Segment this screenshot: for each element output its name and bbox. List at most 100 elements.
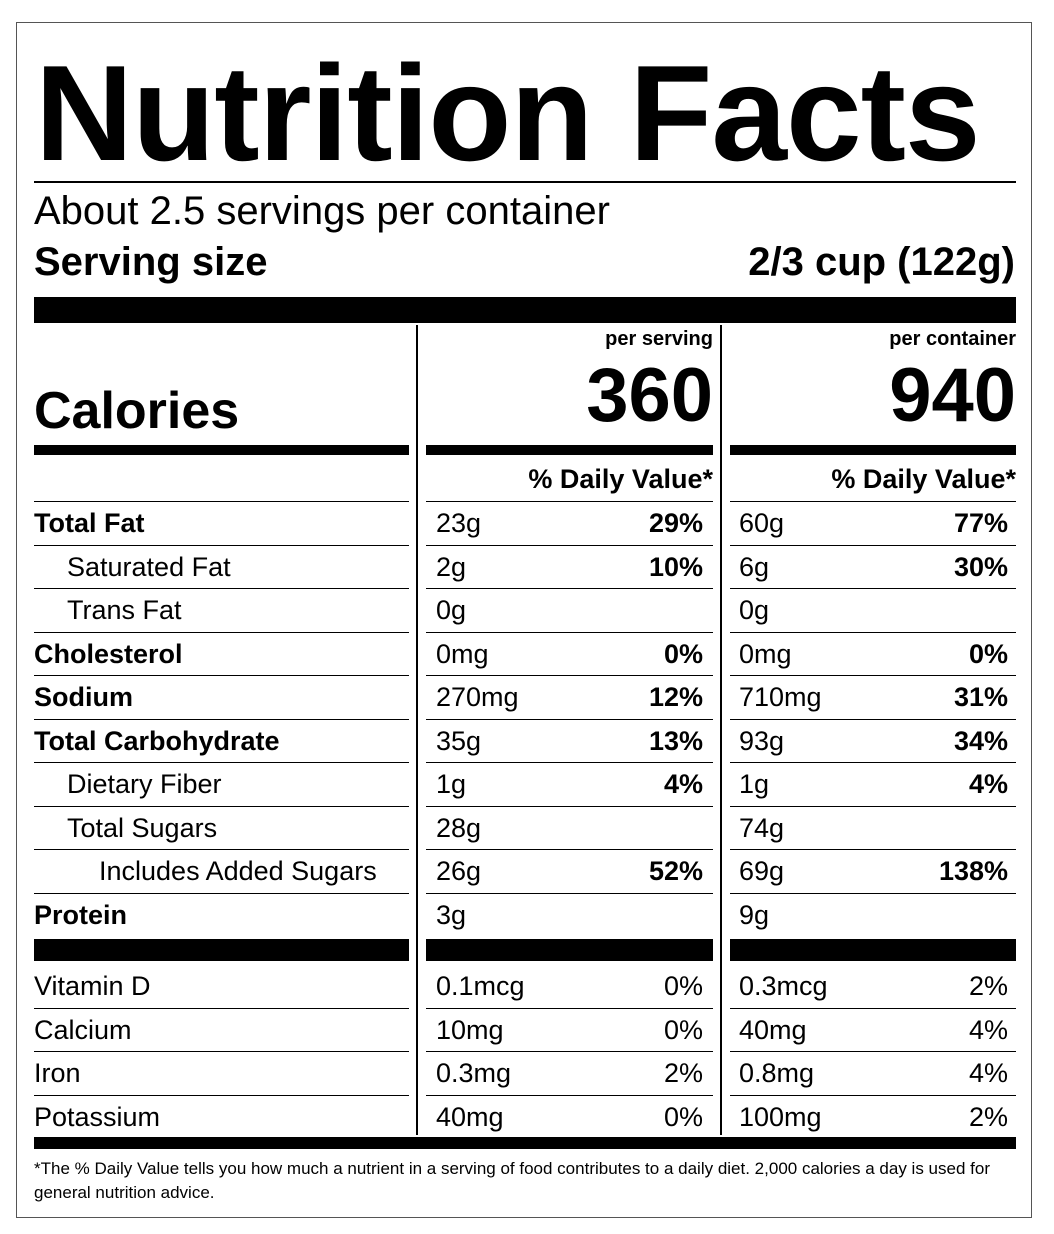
container-amount: 0.8mg bbox=[739, 1058, 815, 1088]
row-divider bbox=[34, 892, 409, 894]
container-amount: 0.3mcg bbox=[739, 971, 828, 1001]
daily-value-header: % Daily Value* bbox=[528, 464, 713, 494]
row-divider bbox=[426, 501, 713, 502]
row-divider bbox=[426, 675, 713, 676]
serving-daily-value: 10% bbox=[648, 551, 703, 582]
serving-amount: 2g bbox=[436, 551, 467, 582]
nutrient-name: Calcium bbox=[34, 1014, 132, 1045]
serving-amount: 26g bbox=[436, 856, 482, 886]
calories-per-serving: 360 bbox=[586, 353, 713, 438]
thick-divider bbox=[730, 939, 1016, 961]
serving-daily-value: 13% bbox=[648, 725, 703, 756]
row-divider bbox=[426, 1094, 713, 1096]
footnote: *The % Daily Value tells you how much a … bbox=[34, 1159, 990, 1202]
row-divider bbox=[34, 1094, 409, 1096]
calories-divider bbox=[34, 445, 409, 455]
row-divider bbox=[730, 544, 1016, 546]
container-daily-value: 2% bbox=[968, 1101, 1008, 1132]
nutrient-row: Dietary Fiber 1g 4% 1g 4% bbox=[17, 762, 1033, 806]
nutrient-name: Iron bbox=[34, 1058, 81, 1088]
serving-daily-value: 52% bbox=[648, 856, 703, 886]
row-divider bbox=[730, 675, 1016, 676]
serving-daily-value: 0% bbox=[663, 638, 703, 669]
nutrient-name: Includes Added Sugars bbox=[99, 856, 377, 886]
thick-divider bbox=[34, 297, 1016, 323]
daily-value-header: % Daily Value* bbox=[831, 464, 1016, 494]
serving-amount: 270mg bbox=[436, 682, 519, 712]
row-divider bbox=[34, 849, 409, 850]
container-daily-value: 30% bbox=[953, 551, 1008, 582]
row-divider bbox=[34, 1007, 409, 1009]
container-amount: 6g bbox=[739, 551, 770, 582]
row-divider bbox=[730, 892, 1016, 894]
serving-daily-value: 0% bbox=[663, 971, 703, 1001]
thick-divider bbox=[426, 939, 713, 961]
serving-size-label: Serving size bbox=[34, 240, 268, 284]
nutrient-name: Dietary Fiber bbox=[67, 769, 222, 799]
row-divider bbox=[730, 501, 1016, 502]
row-divider bbox=[426, 588, 713, 589]
calories-divider bbox=[730, 445, 1016, 455]
container-amount: 74g bbox=[739, 812, 785, 843]
nutrient-row: Saturated Fat 2g 10% 6g 30% bbox=[17, 545, 1033, 589]
row-divider bbox=[34, 675, 409, 676]
container-amount: 40mg bbox=[739, 1014, 807, 1045]
row-divider bbox=[426, 1007, 713, 1009]
calories-label: Calories bbox=[34, 382, 240, 440]
nutrient-name: Trans Fat bbox=[67, 595, 182, 625]
thick-divider bbox=[34, 1137, 1016, 1149]
row-divider bbox=[730, 1007, 1016, 1009]
row-divider bbox=[730, 631, 1016, 633]
container-daily-value: 4% bbox=[968, 1058, 1008, 1088]
container-amount: 93g bbox=[739, 725, 785, 756]
nutrient-name: Potassium bbox=[34, 1101, 161, 1132]
thick-divider bbox=[34, 939, 409, 961]
serving-amount: 35g bbox=[436, 725, 482, 756]
container-amount: 9g bbox=[739, 899, 770, 930]
container-daily-value: 77% bbox=[953, 508, 1008, 538]
container-amount: 69g bbox=[739, 856, 785, 886]
row-divider bbox=[426, 762, 713, 763]
row-divider bbox=[426, 631, 713, 633]
row-divider bbox=[730, 718, 1016, 720]
column-separator bbox=[720, 325, 722, 1135]
row-divider bbox=[34, 544, 409, 546]
serving-amount: 1g bbox=[436, 769, 467, 799]
nutrient-row: Sodium 270mg 12% 710mg 31% bbox=[17, 675, 1033, 719]
nutrient-row: Total Sugars 28g 74g bbox=[17, 806, 1033, 850]
row-divider bbox=[426, 718, 713, 720]
container-daily-value: 4% bbox=[968, 1014, 1008, 1045]
vitamin-row: Potassium 40mg 0% 100mg 2% bbox=[17, 1095, 1033, 1139]
container-daily-value: 2% bbox=[968, 971, 1008, 1001]
row-divider bbox=[426, 544, 713, 546]
vitamin-row: Calcium 10mg 0% 40mg 4% bbox=[17, 1008, 1033, 1052]
nutrient-row: Total Carbohydrate 35g 13% 93g 34% bbox=[17, 719, 1033, 763]
container-daily-value: 4% bbox=[968, 769, 1008, 799]
nutrient-name: Sodium bbox=[34, 682, 133, 712]
nutrient-name: Saturated Fat bbox=[67, 551, 231, 582]
row-divider bbox=[730, 849, 1016, 850]
row-divider bbox=[34, 762, 409, 763]
vitamin-row: Vitamin D 0.1mcg 0% 0.3mcg 2% bbox=[17, 964, 1033, 1008]
container-daily-value: 34% bbox=[953, 725, 1008, 756]
nutrient-name: Total Fat bbox=[34, 508, 145, 538]
nutrient-row: Trans Fat 0g 0g bbox=[17, 588, 1033, 632]
row-divider bbox=[730, 1051, 1016, 1052]
nutrition-label: Nutrition Facts About 2.5 servings per c… bbox=[16, 22, 1032, 1218]
calories-per-container: 940 bbox=[889, 353, 1016, 438]
serving-amount: 40mg bbox=[436, 1101, 504, 1132]
nutrient-name: Protein bbox=[34, 899, 128, 930]
row-divider bbox=[426, 849, 713, 850]
serving-amount: 3g bbox=[436, 899, 467, 930]
serving-amount: 0g bbox=[436, 595, 467, 625]
container-amount: 100mg bbox=[739, 1101, 822, 1132]
row-divider bbox=[730, 762, 1016, 763]
serving-amount: 0mg bbox=[436, 638, 489, 669]
row-divider bbox=[34, 631, 409, 633]
nutrient-row: Cholesterol 0mg 0% 0mg 0% bbox=[17, 632, 1033, 676]
nutrient-row: Total Fat 23g 29% 60g 77% bbox=[17, 501, 1033, 545]
per-serving-header: per serving bbox=[605, 328, 713, 350]
serving-daily-value: 29% bbox=[648, 508, 703, 538]
serving-amount: 23g bbox=[436, 508, 482, 538]
nutrient-name: Cholesterol bbox=[34, 638, 183, 669]
